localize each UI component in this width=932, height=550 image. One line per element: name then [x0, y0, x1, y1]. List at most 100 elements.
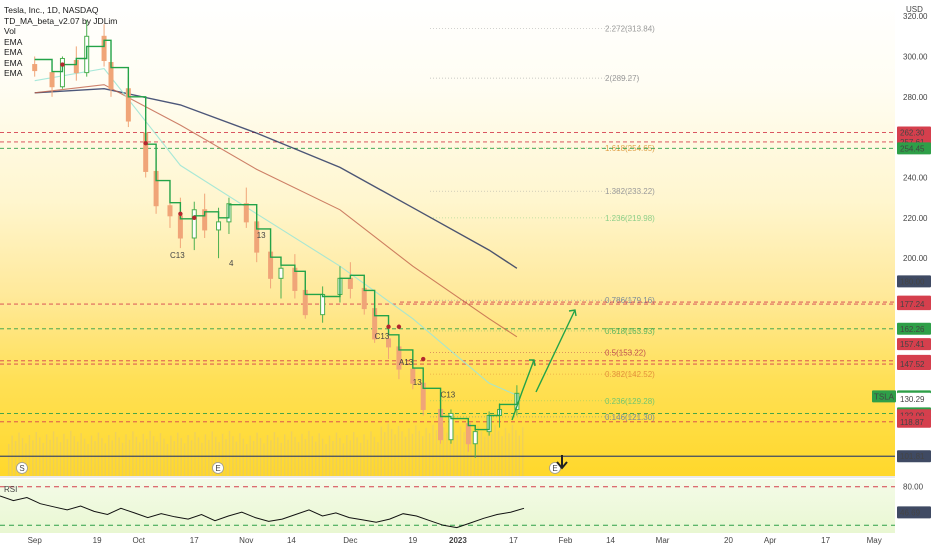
volume-bar	[473, 434, 476, 476]
volume-bar	[21, 438, 24, 476]
volume-bar	[453, 429, 455, 476]
price-tag-label: 118.87	[900, 418, 924, 427]
td-step-line	[34, 39, 518, 431]
price-tag	[897, 358, 931, 371]
candle-body	[465, 423, 471, 445]
volume-bar	[349, 440, 351, 476]
projection-arrow	[511, 359, 535, 421]
volume-bar	[125, 434, 127, 476]
indicator-ema-2[interactable]: EMA	[4, 47, 23, 57]
volume-bar	[218, 442, 220, 476]
indicator-ema-3[interactable]: EMA	[4, 57, 23, 68]
rsi-pane-background	[0, 479, 895, 533]
indicator-vol[interactable]: Vol	[4, 26, 16, 36]
volume-bar	[442, 427, 445, 476]
fib-level-label: 1.382(233.22)	[605, 187, 655, 196]
price-axis-tick: 320.00	[903, 12, 928, 21]
event-marker[interactable]	[16, 462, 28, 474]
signal-dot	[143, 141, 148, 146]
event-marker[interactable]	[549, 462, 561, 474]
td-count-annotation: A13	[399, 358, 414, 367]
volume-bar	[353, 432, 355, 476]
volume-bar	[359, 442, 362, 476]
volume-bar	[163, 438, 165, 476]
volume-bar	[425, 427, 427, 476]
volume-bar	[411, 433, 414, 476]
candle-body	[410, 368, 416, 384]
volume-bar	[301, 433, 303, 476]
price-axis-tick: 220.00	[903, 214, 928, 223]
volume-bar	[259, 438, 262, 476]
volume-bar	[63, 433, 65, 476]
volume-bar	[511, 424, 514, 476]
price-tag	[897, 450, 931, 463]
time-axis-tick: 14	[606, 536, 615, 545]
volume-bar	[156, 441, 158, 476]
volume-bar	[522, 427, 524, 476]
volume-bar	[401, 431, 403, 476]
volume-bar	[363, 434, 365, 476]
fib-level-label: 2.272(313.84)	[605, 25, 655, 34]
volume-bar	[459, 426, 462, 476]
price-tag-label: 180.00	[900, 277, 925, 286]
volume-bar	[432, 424, 434, 476]
time-axis-tick: Sep	[28, 536, 43, 545]
candle-body	[347, 277, 353, 289]
volume-bar	[235, 441, 238, 476]
volume-bar	[477, 426, 479, 476]
volume-bar	[180, 438, 182, 476]
time-axis-tick: Apr	[764, 536, 777, 545]
down-arrow-icon	[556, 455, 568, 470]
volume-bar	[480, 431, 483, 476]
volume-bar	[470, 429, 472, 476]
rsi-line	[0, 495, 525, 529]
volume-bar	[387, 423, 389, 476]
volume-bar	[183, 443, 186, 476]
volume-bar	[111, 440, 113, 476]
indicator-ema-1[interactable]: EMA	[4, 36, 23, 47]
time-axis-tick: 2023	[449, 536, 467, 545]
price-axis-tick: 240.00	[903, 173, 928, 182]
indicator-td-ma[interactable]: TD_MA_beta_v2.07 by JDLim	[4, 15, 118, 26]
rsi-value-tag	[897, 506, 931, 519]
volume-bar	[415, 425, 417, 476]
time-axis-tick: Feb	[559, 536, 573, 545]
td-count-annotation: C13	[441, 390, 456, 399]
volume-bar	[342, 443, 345, 476]
signal-dot	[178, 211, 183, 216]
price-axis-tick: 200.00	[903, 254, 928, 263]
time-axis-tick: Dec	[343, 536, 357, 545]
indicator-ema-4[interactable]: EMA	[4, 68, 23, 78]
volume-bar	[463, 432, 465, 476]
fib-level-label: 1.236(219.98)	[605, 214, 655, 223]
projection-arrow	[535, 309, 576, 393]
volume-bar	[35, 432, 37, 476]
price-tag-label: 254.45	[900, 144, 925, 153]
volume-bar	[87, 444, 89, 476]
volume-bar	[335, 432, 338, 476]
volume-bar	[28, 435, 31, 476]
candle-body	[32, 64, 38, 72]
volume-bar	[121, 442, 124, 476]
candle-body	[59, 57, 65, 88]
volume-bar	[132, 431, 134, 476]
time-axis-tick: Mar	[656, 536, 670, 545]
candle-body	[320, 293, 326, 316]
price-tag	[897, 275, 931, 288]
td-count-annotation: C13	[375, 332, 390, 341]
td-count-annotation: 13	[413, 378, 422, 387]
volume-bar	[308, 430, 310, 476]
price-tag-label: 130.29	[900, 395, 925, 404]
price-tag	[897, 126, 931, 139]
volume-bar	[456, 435, 458, 476]
event-marker[interactable]	[212, 462, 224, 474]
volume-bar	[42, 442, 44, 476]
volume-bar	[497, 430, 500, 476]
chart-title[interactable]: Tesla, Inc., 1D, NASDAQ	[4, 5, 99, 15]
volume-bar	[228, 430, 231, 476]
time-axis-tick: Oct	[133, 536, 146, 545]
price-tag	[897, 415, 931, 428]
time-axis-tick: 17	[821, 536, 830, 545]
volume-bar	[339, 438, 341, 476]
